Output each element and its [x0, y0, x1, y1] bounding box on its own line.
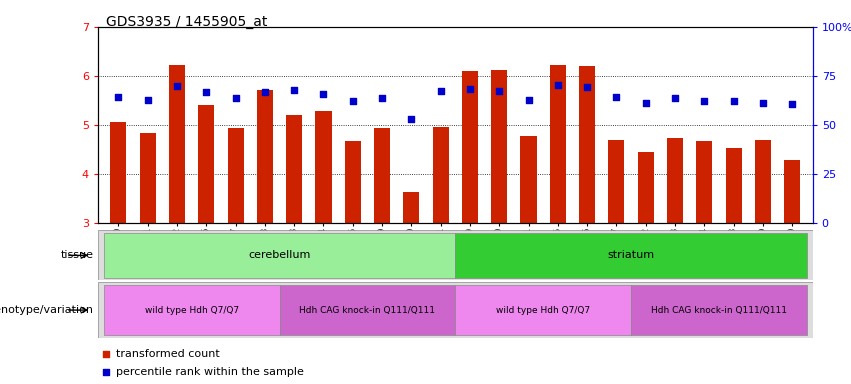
Point [785, 101, 799, 107]
Bar [403, 192, 420, 223]
Bar [345, 141, 361, 223]
Point [258, 89, 271, 95]
Bar [198, 105, 214, 223]
Bar [550, 65, 566, 223]
Bar [755, 141, 771, 223]
Bar [168, 65, 185, 223]
Point [404, 116, 418, 122]
Bar [784, 160, 800, 223]
Point [668, 95, 682, 101]
Bar [455, 233, 807, 278]
Text: Hdh CAG knock-in Q111/Q111: Hdh CAG knock-in Q111/Q111 [300, 306, 436, 314]
Bar [227, 128, 243, 223]
Point [639, 100, 653, 106]
Bar [726, 148, 742, 223]
Point [170, 83, 184, 89]
Bar [462, 71, 478, 223]
Point [609, 94, 623, 101]
Bar [631, 285, 807, 335]
Bar [140, 133, 156, 223]
Bar [257, 89, 273, 223]
Bar [374, 128, 390, 223]
Point [727, 98, 740, 104]
Text: GDS3935 / 1455905_at: GDS3935 / 1455905_at [106, 15, 268, 29]
Point [493, 88, 506, 94]
Text: striatum: striatum [608, 250, 654, 260]
Point [375, 95, 389, 101]
Bar [279, 285, 455, 335]
Point [199, 89, 213, 95]
Text: genotype/variation: genotype/variation [0, 305, 94, 315]
Bar [455, 285, 631, 335]
Bar [491, 70, 507, 223]
Point [346, 98, 360, 104]
Bar [316, 111, 332, 223]
Point [288, 87, 301, 93]
Text: wild type Hdh Q7/Q7: wild type Hdh Q7/Q7 [496, 306, 591, 314]
Bar [637, 152, 654, 223]
Point [580, 84, 594, 90]
Bar [521, 136, 537, 223]
Text: Hdh CAG knock-in Q111/Q111: Hdh CAG knock-in Q111/Q111 [651, 306, 787, 314]
Bar [104, 233, 455, 278]
Bar [667, 138, 683, 223]
Point [756, 100, 769, 106]
Bar [579, 66, 595, 223]
Bar [696, 141, 712, 223]
Text: tissue: tissue [60, 250, 94, 260]
Bar [286, 115, 302, 223]
Point [111, 94, 125, 101]
Point [100, 369, 113, 375]
Point [141, 97, 155, 103]
Text: transformed count: transformed count [116, 349, 220, 359]
Bar [104, 285, 279, 335]
Text: wild type Hdh Q7/Q7: wild type Hdh Q7/Q7 [145, 306, 238, 314]
Bar [111, 122, 127, 223]
Point [100, 351, 113, 357]
Point [463, 86, 477, 92]
Point [229, 95, 243, 101]
Point [434, 88, 448, 94]
Point [698, 98, 711, 104]
Point [551, 81, 564, 88]
Bar [432, 127, 448, 223]
Point [522, 97, 535, 103]
Text: percentile rank within the sample: percentile rank within the sample [116, 367, 304, 377]
Text: cerebellum: cerebellum [248, 250, 311, 260]
Bar [608, 141, 625, 223]
Point [317, 91, 330, 97]
